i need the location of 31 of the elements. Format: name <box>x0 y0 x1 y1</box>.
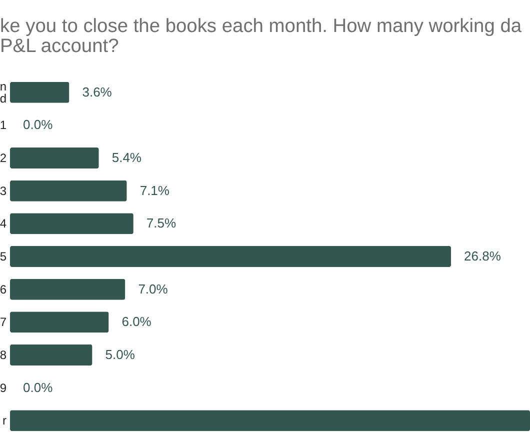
data-label: 26.8% <box>464 248 502 264</box>
data-label: 5.0% <box>105 346 136 362</box>
bar <box>10 82 70 103</box>
y-tick-label: 2 <box>0 151 7 166</box>
chart-title: ke you to close the books each month. How many working da P&L account? <box>0 16 522 57</box>
data-label: 7.0% <box>138 281 168 296</box>
bar <box>10 410 530 432</box>
bar <box>10 246 452 267</box>
bar <box>10 278 126 300</box>
data-label: 0.0% <box>23 117 54 132</box>
bar <box>10 180 127 202</box>
y-tick-label: 3 <box>0 184 7 198</box>
y-tick-label: n d <box>0 79 6 106</box>
data-label: 0.0% <box>23 380 54 395</box>
y-tick-label: 4 <box>0 216 7 231</box>
data-label: 5.4% <box>112 150 142 166</box>
y-tick-label: 6 <box>0 282 7 296</box>
y-tick-label: 5 <box>0 250 7 264</box>
data-label: 3.6% <box>82 84 112 100</box>
data-label: 7.5% <box>146 216 176 231</box>
y-tick-label: 7 <box>0 315 7 330</box>
y-tick-label: r <box>2 414 6 428</box>
y-tick-label: 1 <box>0 118 7 132</box>
bar <box>10 213 134 234</box>
y-tick-label: 9 <box>0 380 7 395</box>
data-label: 6.0% <box>122 314 152 330</box>
bar <box>10 148 99 169</box>
data-label: 7.1% <box>140 182 170 198</box>
y-tick-label: 8 <box>0 348 7 362</box>
bar <box>10 312 109 333</box>
bar <box>10 344 92 366</box>
